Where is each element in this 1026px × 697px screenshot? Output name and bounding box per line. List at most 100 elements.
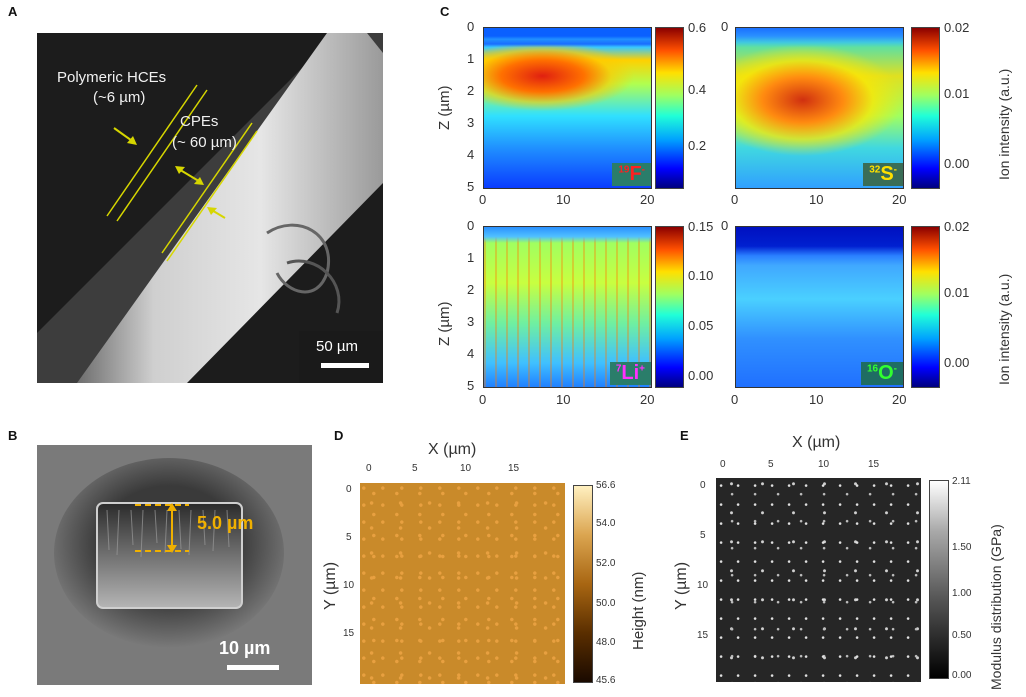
cbar-tick-li-0: 0.15: [688, 219, 714, 234]
modulus-cbar-tick-3: 0.50: [952, 630, 972, 641]
panel-label-c: C: [440, 4, 450, 19]
height-colorbar-label: Height (nm): [630, 571, 647, 650]
cbar-tick-li-2: 0.05: [688, 318, 714, 333]
afm-height-map: [360, 483, 565, 684]
z-axis-label-top: Z (µm): [436, 85, 453, 130]
ion-label-o: 16O-: [860, 362, 903, 385]
x-tick-s-1: 10: [809, 192, 824, 207]
height-cbar-tick-0: 56.6: [596, 480, 616, 491]
scale-bar-box-a: [299, 331, 383, 383]
d-y-tick-1: 5: [346, 532, 352, 543]
height-cbar-tick-4: 48.0: [596, 637, 616, 648]
z-tick-bottom-right-0: 0: [721, 218, 729, 233]
e-y-axis-label: Y (µm): [673, 561, 690, 610]
cbar-tick-f-2: 0.2: [688, 138, 707, 153]
panel-label-e: E: [680, 428, 689, 443]
ion-map-o: 16O-: [735, 226, 904, 388]
z-axis-label-bottom: Z (µm): [436, 301, 453, 346]
annotation-hces-thickness: (~6 µm): [93, 89, 146, 106]
annotation-cpes: CPEs: [180, 113, 219, 130]
modulus-cbar-tick-2: 1.00: [952, 588, 972, 599]
d-x-tick-3: 15: [508, 463, 520, 474]
z-tick-top-4: 4: [467, 147, 475, 162]
d-x-tick-0: 0: [366, 463, 372, 474]
annotation-cpes-thickness: (~ 60 µm): [172, 134, 237, 151]
e-x-tick-1: 5: [768, 459, 774, 470]
ion-label-li: 7Li+: [609, 362, 651, 385]
d-y-tick-0: 0: [346, 484, 352, 495]
cbar-tick-o-0: 0.02: [944, 219, 970, 234]
scale-bar-b: [227, 665, 279, 670]
modulus-cbar-tick-1: 1.50: [952, 542, 972, 553]
sem-image-trench: 5.0 µm 10 µm: [37, 445, 312, 685]
cbar-tick-s-1: 0.01: [944, 86, 970, 101]
cbar-tick-o-2: 0.00: [944, 355, 970, 370]
z-tick-top-2: 2: [467, 83, 475, 98]
height-colorbar: [573, 485, 593, 683]
cbar-tick-f-0: 0.6: [688, 20, 707, 35]
panel-label-d: D: [334, 428, 344, 443]
ion-intensity-label-bottom: Ion intensity (a.u.): [996, 273, 1012, 385]
e-x-tick-3: 15: [868, 459, 880, 470]
afm-modulus-map: [716, 478, 921, 682]
ion-map-f: 19F-: [483, 27, 652, 189]
height-cbar-tick-2: 52.0: [596, 558, 616, 569]
e-x-tick-0: 0: [720, 459, 726, 470]
d-x-tick-1: 5: [412, 463, 418, 474]
sem-image-fiber: Polymeric HCEs (~6 µm) CPEs (~ 60 µm) 50…: [37, 33, 383, 383]
colorbar-s: [911, 27, 940, 189]
cbar-tick-li-1: 0.10: [688, 268, 714, 283]
x-tick-li-0: 0: [479, 392, 487, 407]
scale-bar-label-a: 50 µm: [316, 338, 358, 355]
z-tick-top-right-0: 0: [721, 19, 729, 34]
scale-bar-label-b: 10 µm: [219, 638, 271, 658]
x-tick-li-2: 20: [640, 392, 655, 407]
e-y-tick-1: 5: [700, 530, 706, 541]
x-tick-o-1: 10: [809, 392, 824, 407]
z-tick-top-0: 0: [467, 19, 475, 34]
z-tick-top-3: 3: [467, 115, 475, 130]
z-tick-bottom-0: 0: [467, 218, 475, 233]
d-y-axis-label: Y (µm): [322, 561, 339, 610]
colorbar-f: [655, 27, 684, 189]
e-y-tick-0: 0: [700, 480, 706, 491]
panel-label-a: A: [8, 4, 18, 19]
ion-intensity-label-top: Ion intensity (a.u.): [996, 68, 1012, 180]
x-tick-o-2: 20: [892, 392, 907, 407]
d-y-tick-3: 15: [343, 628, 355, 639]
ion-label-f: 19F-: [612, 163, 651, 186]
height-cbar-tick-3: 50.0: [596, 598, 616, 609]
x-tick-s-2: 20: [892, 192, 907, 207]
cbar-tick-li-3: 0.00: [688, 368, 714, 383]
cbar-tick-o-1: 0.01: [944, 285, 970, 300]
z-tick-bottom-2: 2: [467, 282, 475, 297]
z-tick-bottom-1: 1: [467, 250, 475, 265]
x-tick-f-2: 20: [640, 192, 655, 207]
d-y-tick-2: 10: [343, 580, 355, 591]
d-x-axis-label: X (µm): [428, 441, 477, 458]
z-tick-bottom-5: 5: [467, 378, 475, 393]
annotation-hces: Polymeric HCEs: [57, 69, 167, 86]
z-tick-bottom-4: 4: [467, 346, 475, 361]
modulus-cbar-tick-0: 2.11: [952, 476, 971, 487]
cbar-tick-s-2: 0.00: [944, 156, 970, 171]
x-tick-o-0: 0: [731, 392, 739, 407]
e-x-axis-label: X (µm): [792, 434, 841, 451]
z-tick-top-1: 1: [467, 51, 475, 66]
colorbar-li: [655, 226, 684, 388]
scale-bar-a: [321, 363, 369, 368]
x-tick-s-0: 0: [731, 192, 739, 207]
x-tick-f-1: 10: [556, 192, 571, 207]
x-tick-f-0: 0: [479, 192, 487, 207]
modulus-colorbar-label: Modulus distribution (GPa): [988, 524, 1004, 690]
modulus-colorbar: [929, 480, 949, 679]
panel-label-b: B: [8, 428, 18, 443]
cbar-tick-f-1: 0.4: [688, 82, 707, 97]
height-cbar-tick-5: 45.6: [596, 675, 616, 686]
cbar-tick-s-0: 0.02: [944, 20, 970, 35]
z-tick-bottom-3: 3: [467, 314, 475, 329]
modulus-cbar-tick-4: 0.00: [952, 670, 972, 681]
x-tick-li-1: 10: [556, 392, 571, 407]
height-cbar-tick-1: 54.0: [596, 518, 616, 529]
e-y-tick-3: 15: [697, 630, 709, 641]
